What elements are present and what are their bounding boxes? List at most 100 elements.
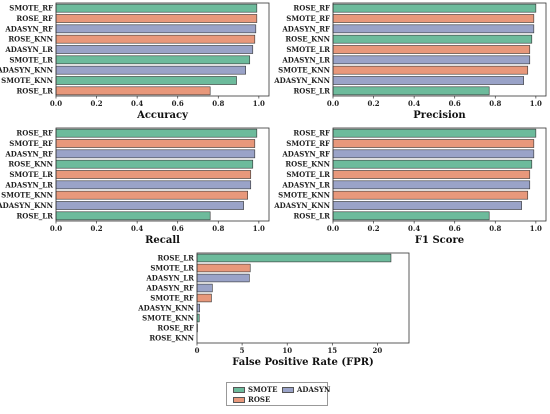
- bar-adasyn-rf: [332, 24, 535, 34]
- category-label: ROSE_KNN: [149, 334, 194, 343]
- bar-smote-rf: [196, 293, 212, 303]
- bar-smote-knn: [55, 76, 237, 85]
- x-tick-label: 1.0: [530, 224, 542, 233]
- bar-adasyn-knn: [55, 201, 244, 210]
- x-tick-label: 0.0: [50, 224, 62, 233]
- category-label: ROSE_LR: [293, 86, 330, 95]
- bar-smote-rf: [332, 14, 535, 23]
- x-tick-label: 0.2: [90, 224, 102, 233]
- category-label: SMOTE_RF: [150, 294, 194, 303]
- x-axis-title: F1 Score: [415, 235, 464, 246]
- bar-rose-lr: [332, 86, 490, 96]
- category-label: ADASYN_KNN: [273, 201, 330, 210]
- x-tick-label: 0.4: [131, 99, 143, 108]
- x-axis-title: Recall: [145, 235, 180, 246]
- x-tick-label: 10: [282, 346, 292, 355]
- category-label: ROSE_KNN: [8, 160, 53, 169]
- bar-rose-rf: [55, 14, 258, 23]
- x-tick-label: 0.4: [131, 224, 143, 233]
- x-tick-label: 5: [240, 346, 245, 355]
- bar-rose-lr: [196, 253, 392, 263]
- x-tick-label: 0.8: [212, 224, 224, 233]
- bar-rose-knn: [55, 159, 254, 169]
- category-label: ROSE_LR: [16, 211, 53, 220]
- axes-frame: [55, 127, 270, 222]
- bar-adasyn-rf: [55, 24, 257, 34]
- x-tick-label: 0.0: [50, 99, 62, 108]
- category-label: SMOTE_KNN: [1, 76, 53, 85]
- bar-rose-rf: [55, 128, 258, 138]
- x-tick-label: 1.0: [253, 99, 265, 108]
- x-tick-label: 0.6: [449, 224, 461, 233]
- legend-swatch-rose: [233, 396, 245, 403]
- bar-adasyn-lr: [55, 45, 254, 54]
- category-label: ADASYN_KNN: [273, 76, 330, 85]
- legend-item-rose: ROSE: [233, 395, 270, 404]
- x-tick-label: 0.6: [449, 99, 461, 108]
- bar-smote-rf: [332, 139, 535, 148]
- bar-smote-rf: [55, 3, 258, 13]
- category-label: ADASYN_RF: [281, 24, 330, 33]
- category-label: SMOTE_RF: [286, 14, 330, 23]
- bar-adasyn-knn: [196, 303, 201, 313]
- bar-rose-lr: [55, 86, 211, 96]
- bar-rose-rf: [332, 128, 537, 138]
- x-tick-label: 0.8: [489, 99, 501, 108]
- category-label: ADASYN_LR: [281, 55, 330, 64]
- category-label: ADASYN_LR: [281, 180, 330, 189]
- bar-adasyn-rf: [196, 283, 213, 293]
- axes-frame: [55, 2, 270, 97]
- x-tick-label: 0.2: [367, 224, 379, 233]
- category-label: SMOTE_RF: [286, 139, 330, 148]
- category-label: ROSE_RF: [157, 324, 194, 333]
- x-tick-label: 1.0: [253, 224, 265, 233]
- legend-swatch-smote: [233, 386, 245, 393]
- bar-smote-lr: [332, 170, 531, 179]
- bar-rose-lr: [332, 211, 490, 221]
- bar-smote-lr: [332, 45, 531, 54]
- bar-adasyn-lr: [332, 55, 531, 65]
- bar-rose-knn: [332, 159, 533, 169]
- bar-adasyn-lr: [196, 273, 250, 283]
- category-label: ROSE_LR: [16, 86, 53, 95]
- bar-smote-rf: [55, 139, 256, 148]
- x-tick-label: 0.2: [90, 99, 102, 108]
- axes-frame: [332, 2, 547, 97]
- category-label: ADASYN_RF: [145, 284, 194, 293]
- legend-label-rose: ROSE: [248, 395, 271, 404]
- category-label: ADASYN_KNN: [137, 304, 194, 313]
- category-label: SMOTE_LR: [286, 170, 330, 179]
- x-tick-label: 0.8: [212, 99, 224, 108]
- category-label: ADASYN_RF: [4, 149, 53, 158]
- bar-adasyn-lr: [55, 180, 252, 190]
- category-label: SMOTE_LR: [286, 45, 330, 54]
- bar-rose-knn: [55, 34, 256, 44]
- x-tick-label: 0.0: [327, 224, 339, 233]
- category-label: ROSE_RF: [293, 129, 330, 138]
- x-tick-label: 0: [195, 346, 200, 355]
- category-label: SMOTE_LR: [9, 170, 53, 179]
- bar-smote-knn: [332, 190, 529, 200]
- x-tick-label: 0.6: [172, 99, 184, 108]
- legend-item-smote: SMOTE: [233, 385, 277, 394]
- x-axis-title: Precision: [413, 110, 466, 121]
- bar-adasyn-knn: [55, 65, 246, 75]
- x-axis-title: False Positive Rate (FPR): [232, 357, 374, 368]
- category-label: SMOTE_KNN: [278, 191, 330, 200]
- x-tick-label: 0.2: [367, 99, 379, 108]
- category-label: ROSE_LR: [293, 211, 330, 220]
- category-label: SMOTE_RF: [9, 139, 53, 148]
- category-label: ROSE_KNN: [8, 35, 53, 44]
- category-label: SMOTE_KNN: [278, 66, 330, 75]
- bar-smote-knn: [55, 190, 248, 200]
- category-label: ROSE_RF: [16, 129, 53, 138]
- category-label: SMOTE_RF: [9, 4, 53, 13]
- x-tick-label: 0.4: [408, 99, 420, 108]
- category-label: ADASYN_RF: [281, 149, 330, 158]
- bar-smote-lr: [55, 170, 252, 179]
- x-tick-label: 15: [327, 346, 337, 355]
- x-axis-title: Accuracy: [136, 110, 189, 121]
